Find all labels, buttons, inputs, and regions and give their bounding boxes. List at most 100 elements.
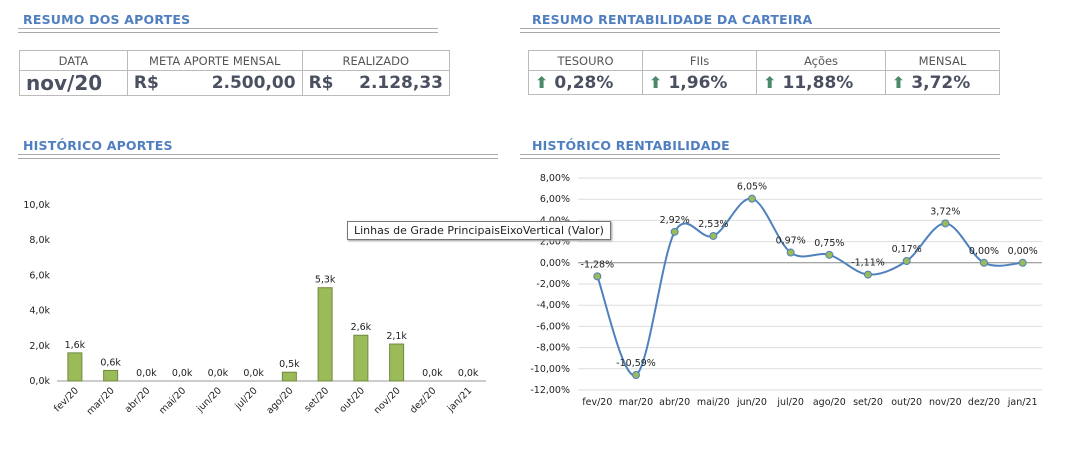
data-point [670, 227, 679, 236]
data-label: 2,1k [386, 331, 407, 342]
section-title-historico-rentabilidade: HISTÓRICO RENTABILIDADE [532, 138, 730, 153]
y-tick-label: 2,0k [29, 341, 50, 352]
x-tick-label: ago/20 [264, 385, 295, 416]
data-point [902, 256, 911, 265]
data-label: 0,0k [172, 368, 193, 379]
arrow-up-icon: ⬆ [649, 72, 663, 92]
divider [18, 28, 438, 33]
data-point [1018, 258, 1027, 267]
tesouro-value: 0,28% [554, 72, 614, 93]
y-tick-label: -8,00% [536, 343, 570, 354]
y-tick-label: 8,00% [540, 173, 570, 184]
gridline-tooltip: Linhas de Grade PrincipaisEixoVertical (… [347, 221, 611, 240]
bar [353, 334, 369, 382]
data-label: 2,92% [660, 215, 690, 226]
x-tick-label: out/20 [891, 397, 922, 408]
data-label: 0,0k [136, 368, 157, 379]
x-tick-label: nov/20 [372, 385, 403, 416]
x-tick-label: set/20 [302, 385, 331, 414]
data-point [709, 231, 718, 240]
section-title-historico-aportes: HISTÓRICO APORTES [23, 138, 173, 153]
x-tick-label: jul/20 [232, 385, 259, 412]
data-point [864, 270, 872, 279]
data-label: 0,6k [100, 357, 121, 368]
rentabilidade-summary-table: TESOURO FIIs Ações MENSAL ⬆ 0,28% ⬆ 1,96% ⬆ 11… [527, 50, 1001, 95]
bar [67, 352, 83, 382]
x-tick-label: abr/20 [123, 385, 153, 415]
x-tick-label: out/20 [337, 385, 367, 415]
data-label: 3,72% [930, 206, 960, 217]
data-point [748, 194, 756, 203]
bar [103, 369, 119, 382]
arrow-up-icon: ⬆ [763, 72, 777, 92]
aportes-summary-table: DATA META APORTE MENSAL REALIZADO nov/20 R… [19, 50, 451, 96]
data-label: 0,0k [243, 368, 264, 379]
x-tick-label: fev/20 [52, 385, 81, 414]
x-tick-label: dez/20 [968, 397, 1000, 408]
x-tick-label: jun/20 [736, 397, 767, 408]
bar [317, 287, 333, 382]
arrow-up-icon: ⬆ [891, 72, 906, 92]
data-label: 0,17% [892, 244, 922, 255]
data-label: 2,6k [351, 322, 372, 333]
y-tick-label: 2,00% [540, 237, 570, 248]
data-point [941, 219, 950, 228]
y-tick-label: 4,00% [540, 215, 570, 226]
y-tick-label: -12,00% [530, 385, 570, 396]
section-title-aportes: RESUMO DOS APORTES [23, 12, 191, 27]
y-tick-label: 0,0k [29, 376, 50, 387]
data-label: 0,75% [814, 238, 844, 249]
x-tick-label: nov/20 [929, 397, 962, 408]
y-tick-label: -4,00% [536, 300, 570, 311]
x-tick-label: fev/20 [582, 397, 612, 408]
data-label: 0,00% [1008, 246, 1038, 257]
x-tick-label: jul/20 [776, 397, 804, 408]
divider [18, 154, 498, 159]
y-tick-label: -10,00% [530, 364, 570, 375]
x-tick-label: dez/20 [408, 385, 439, 416]
realizado-value: 2.128,33 [359, 73, 443, 93]
acoes-value: 11,88% [782, 72, 854, 93]
data-label: -1,11% [851, 258, 885, 269]
data-point [593, 272, 602, 281]
mensal-value: 3,72% [911, 72, 971, 93]
data-point [980, 258, 988, 267]
x-tick-label: mar/20 [85, 385, 117, 417]
arrow-up-icon: ⬆ [535, 72, 549, 92]
x-tick-label: mar/20 [619, 397, 653, 408]
y-tick-label: 8,0k [29, 235, 50, 246]
header-tesouro: TESOURO [527, 50, 644, 71]
data-label: 5,3k [315, 275, 336, 286]
data-point [825, 250, 834, 259]
data-label: -1,28% [581, 259, 615, 270]
data-label: 0,00% [969, 246, 999, 257]
data-label: -10,59% [616, 358, 656, 369]
data-point [786, 248, 795, 257]
data-label: 0,97% [776, 236, 806, 247]
y-tick-label: 0,00% [540, 258, 570, 269]
data-value: nov/20 [19, 70, 128, 96]
x-tick-label: abr/20 [659, 397, 690, 408]
meta-value: 2.500,00 [211, 73, 296, 93]
data-point [632, 371, 640, 380]
y-tick-label: 10,0k [23, 200, 50, 211]
bar [281, 371, 297, 382]
fiis-value: 1,96% [668, 72, 728, 93]
data-label: 1,6k [65, 340, 86, 351]
data-label: 0,0k [458, 368, 479, 379]
y-tick-label: 6,0k [29, 270, 50, 281]
divider [520, 154, 1000, 159]
data-label: 0,0k [208, 368, 229, 379]
x-tick-label: ago/20 [813, 397, 846, 408]
data-label: 2,53% [698, 219, 728, 230]
x-tick-label: jan/21 [1007, 397, 1038, 408]
section-title-rentabilidade: RESUMO RENTABILIDADE DA CARTEIRA [532, 12, 813, 27]
data-label: 0,0k [422, 368, 443, 379]
bar [389, 343, 405, 382]
data-label: 6,05% [737, 182, 767, 193]
currency: R$ [308, 73, 334, 93]
x-tick-label: mai/20 [157, 385, 188, 416]
data-label: 0,5k [279, 359, 300, 370]
y-tick-label: -6,00% [536, 321, 570, 332]
